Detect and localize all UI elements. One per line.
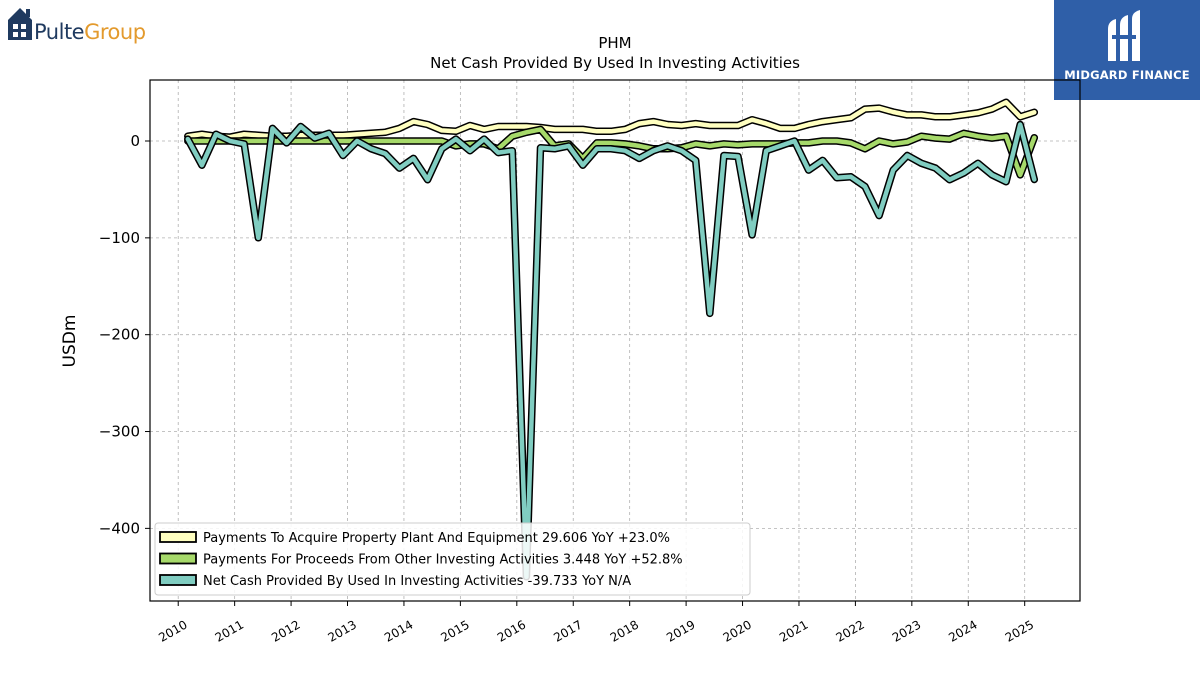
x-tick-label: 2016 — [495, 617, 528, 644]
y-tick-label: −400 — [99, 519, 140, 537]
legend-label: Payments To Acquire Property Plant And E… — [203, 531, 670, 546]
x-tick-label: 2017 — [551, 617, 584, 644]
y-tick-label: −100 — [99, 229, 140, 247]
pultegroup-logo: PulteGroup — [6, 6, 156, 46]
x-tick-label: 2018 — [608, 617, 641, 644]
x-tick-label: 2015 — [438, 617, 471, 644]
house-icon — [8, 8, 32, 40]
series-line — [185, 122, 1037, 580]
y-tick-label: −200 — [99, 326, 140, 344]
series-1 — [184, 98, 1039, 141]
chart-subtitle: Net Cash Provided By Used In Investing A… — [430, 54, 800, 72]
y-axis: 0 −100 −200 −300 −400 — [99, 132, 150, 537]
series-line-outline — [184, 120, 1039, 581]
legend-box — [154, 522, 751, 596]
y-tick-label: −300 — [99, 423, 140, 441]
x-tick-label: 2023 — [890, 617, 923, 644]
x-tick-label: 2012 — [269, 617, 302, 644]
series-2 — [184, 125, 1039, 179]
x-tick-label: 2013 — [326, 617, 359, 644]
legend-label: Payments For Proceeds From Other Investi… — [203, 553, 683, 568]
x-tick-label: 2022 — [833, 617, 866, 644]
midgard-brand-name: MIDGARD FINANCE — [1064, 68, 1190, 82]
x-tick-label: 2011 — [213, 617, 246, 644]
x-tick-label: 2021 — [777, 617, 810, 644]
logo-wordmark-part2: Group — [84, 20, 146, 44]
series-lines — [184, 98, 1039, 581]
series-3 — [184, 120, 1039, 581]
x-tick-label: 2019 — [664, 617, 697, 644]
x-axis: 2010 2011 2012 2013 2014 2015 2016 2017 2018 2019… — [156, 601, 1036, 645]
legend-swatch — [159, 574, 197, 586]
midgard-mark-icon — [1108, 10, 1140, 61]
x-tick-label: 2020 — [721, 617, 754, 644]
series-line — [185, 127, 1037, 178]
legend-swatch — [159, 552, 197, 565]
y-tick-label: 0 — [130, 132, 140, 150]
plot-frame — [149, 79, 1081, 602]
chart-title: PHM — [598, 34, 631, 52]
legend-label: Net Cash Provided By Used In Investing A… — [203, 574, 631, 589]
x-tick-label: 2010 — [156, 617, 189, 644]
logo-wordmark: PulteGroup — [34, 20, 146, 44]
x-tick-label: 2024 — [946, 617, 979, 644]
x-tick-label: 2025 — [1003, 617, 1036, 644]
x-tick-label: 2014 — [382, 617, 415, 644]
y-axis-label: USDm — [60, 315, 80, 368]
legend: Payments To Acquire Property Plant And E… — [154, 522, 751, 596]
logo-wordmark-part1: Pulte — [34, 20, 85, 44]
midgard-finance-logo: MIDGARD FINANCE — [1054, 0, 1200, 100]
legend-swatch — [159, 531, 197, 543]
